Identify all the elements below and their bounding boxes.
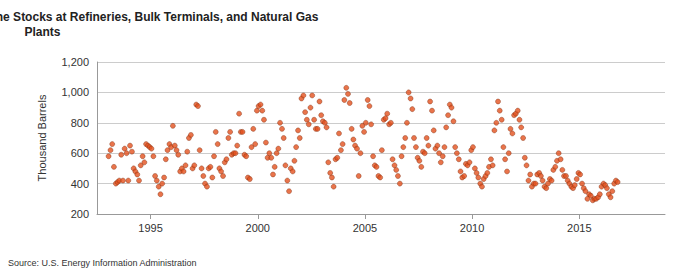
svg-text:2005: 2005 bbox=[353, 222, 377, 234]
svg-text:1,200: 1,200 bbox=[61, 56, 89, 68]
svg-text:400: 400 bbox=[71, 178, 89, 190]
svg-text:2000: 2000 bbox=[246, 222, 270, 234]
svg-text:1,000: 1,000 bbox=[61, 86, 89, 98]
svg-text:1995: 1995 bbox=[138, 222, 162, 234]
svg-text:200: 200 bbox=[71, 208, 89, 220]
svg-text:Monthly Wyoming Finished Motor: Monthly Wyoming Finished Motor Gasoline … bbox=[0, 10, 322, 24]
svg-text:Plants: Plants bbox=[24, 25, 60, 39]
svg-text:2015: 2015 bbox=[567, 222, 591, 234]
svg-text:Source: U.S. Energy Informatio: Source: U.S. Energy Information Administ… bbox=[8, 258, 197, 268]
svg-text:2010: 2010 bbox=[460, 222, 484, 234]
svg-text:Thousand Barrels: Thousand Barrels bbox=[36, 94, 48, 181]
svg-text:600: 600 bbox=[71, 147, 89, 159]
svg-text:800: 800 bbox=[71, 117, 89, 129]
